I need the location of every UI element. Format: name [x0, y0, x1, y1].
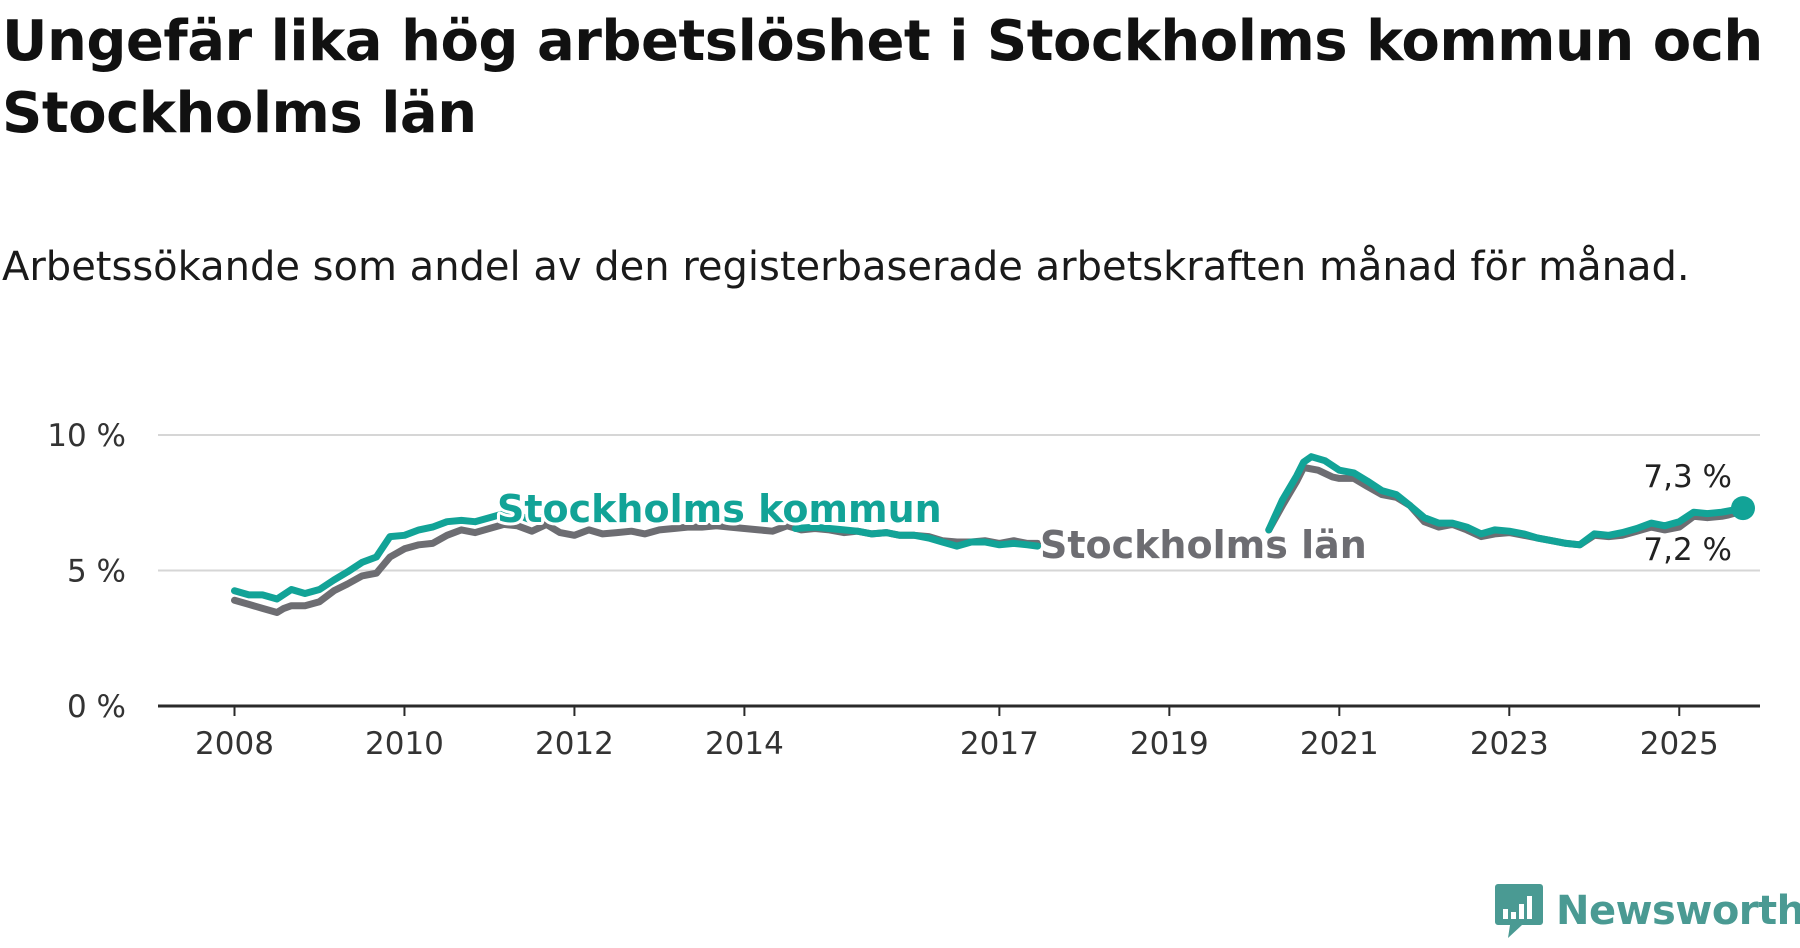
x-tick-label: 2010: [365, 726, 444, 762]
series-line-stockholms-kommun: [791, 523, 1042, 550]
x-tick-label: 2014: [705, 726, 784, 762]
series-label-stockholms-lan: Stockholms län: [1040, 523, 1367, 567]
x-tick-label: 2023: [1470, 726, 1549, 762]
y-tick-label: 0 %: [67, 689, 126, 725]
x-tick-label: 2008: [195, 726, 274, 762]
series-line-stockholms-kommun: [231, 510, 550, 603]
y-tick-label: 10 %: [47, 418, 126, 454]
chart-subtitle: Arbetssökande som andel av den registerb…: [2, 244, 1690, 290]
x-axis: 2008 2010 2012 2014 2017 2019 2021 2023 2025: [158, 704, 1760, 762]
series-labels: Stockholms kommun Stockholms län 7,3 % 7,2 …: [494, 456, 1735, 571]
y-tick-label: 5 %: [67, 554, 126, 590]
series-label-stockholms-kommun: Stockholms kommun: [497, 487, 942, 531]
x-tick-label: 2019: [1130, 726, 1209, 762]
end-point-marker: [1731, 496, 1756, 521]
chart-title: Ungefär lika hög arbetslöshet i Stockhol…: [2, 9, 1763, 146]
end-value-label-kommun: 7,3 %: [1643, 459, 1732, 495]
end-value-label-lan: 7,2 %: [1643, 532, 1732, 568]
x-tick-label: 2012: [535, 726, 614, 762]
series-lines: [231, 453, 1756, 616]
x-tick-label: 2017: [960, 726, 1039, 762]
series-line-stockholms-kommun: [1265, 453, 1747, 549]
brand-logo: Newsworthy: [1494, 882, 1800, 940]
x-tick-label: 2021: [1300, 726, 1379, 762]
x-tick-label: 2025: [1640, 726, 1719, 762]
grid-lines: 0 % 5 % 10 %: [47, 418, 1760, 725]
brand-name: Newsworthy: [1556, 888, 1800, 934]
newsworthy-logo-icon: [1495, 884, 1543, 938]
